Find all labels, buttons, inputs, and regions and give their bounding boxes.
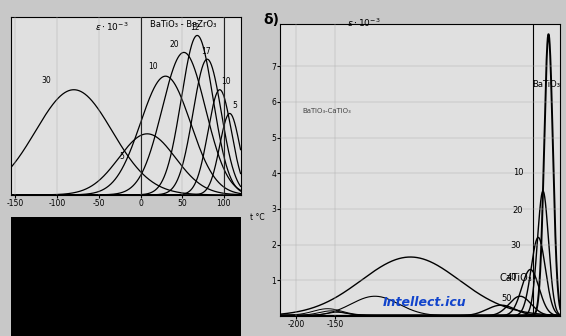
Text: 17: 17: [201, 47, 211, 56]
Text: 5: 5: [120, 152, 125, 161]
Text: 30: 30: [510, 241, 521, 250]
Text: 10: 10: [148, 62, 158, 71]
Text: 50: 50: [501, 294, 512, 303]
Text: $\varepsilon\cdot10^{-3}$: $\varepsilon\cdot10^{-3}$: [348, 17, 381, 29]
Text: CaTiO₃: CaTiO₃: [500, 273, 533, 283]
Text: BaTiO₃ - BaZrO₃: BaTiO₃ - BaZrO₃: [150, 20, 216, 29]
Text: 20: 20: [169, 40, 179, 49]
Text: δ): δ): [263, 13, 279, 28]
Text: $\varepsilon\cdot10^{-3}$: $\varepsilon\cdot10^{-3}$: [96, 20, 129, 33]
Text: t °C: t °C: [250, 213, 264, 222]
Text: 40: 40: [507, 274, 518, 282]
Text: Intellect.icu: Intellect.icu: [383, 296, 466, 309]
Text: 10: 10: [221, 77, 231, 86]
Text: BaTiO₃: BaTiO₃: [533, 80, 560, 89]
Text: BaTiO₃-CaTiO₃: BaTiO₃-CaTiO₃: [303, 108, 351, 114]
Text: 12: 12: [190, 23, 199, 32]
Text: 5: 5: [232, 101, 237, 110]
Text: 30: 30: [41, 76, 51, 85]
Text: 20: 20: [513, 206, 523, 215]
Text: 10: 10: [513, 168, 523, 177]
